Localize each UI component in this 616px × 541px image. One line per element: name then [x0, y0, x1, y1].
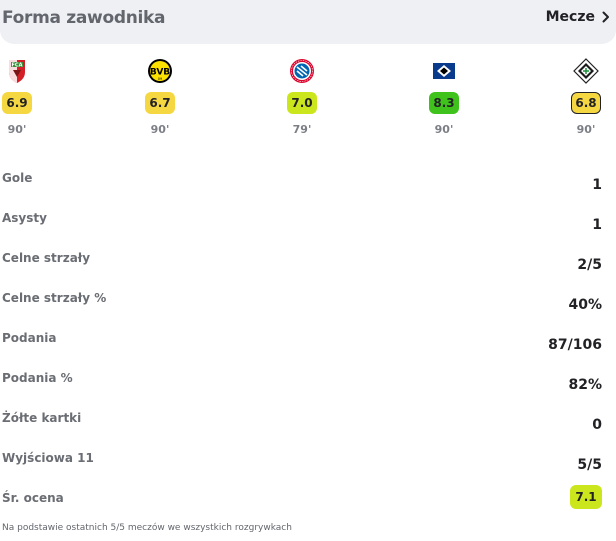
stat-row-starting-eleven: Wyjściowa 11 5/5 [0, 451, 616, 475]
stat-value: 0 [592, 417, 602, 433]
stat-label: Podania % [2, 371, 73, 385]
minutes-played: 90' [150, 123, 170, 136]
svg-text:09: 09 [158, 77, 162, 81]
stat-row-average-rating: Śr. ocena 7.1 [0, 485, 616, 515]
header: Forma zawodnika Mecze [0, 0, 616, 44]
section-title: Forma zawodnika [2, 8, 166, 28]
match-item[interactable]: FCA 6.9 90' [0, 58, 34, 136]
match-rating: 8.3 [429, 92, 459, 114]
stat-row-yellow-cards: Żółte kartki 0 [0, 411, 616, 435]
chevron-right-icon [602, 11, 609, 23]
stat-value: 5/5 [577, 457, 602, 473]
hamburg-crest-icon [433, 63, 455, 79]
stat-row-shots-on-target: Celne strzały 2/5 [0, 251, 616, 275]
stat-value: 87/106 [548, 337, 602, 353]
match-item[interactable]: 8.3 90' [427, 58, 461, 136]
stat-label: Śr. ocena [2, 491, 64, 505]
match-item[interactable]: 6.8 90' [569, 58, 603, 136]
match-item[interactable]: 7.0 79' [285, 58, 319, 136]
stat-value: 40% [568, 297, 602, 313]
stat-label: Wyjściowa 11 [2, 451, 94, 465]
match-rating: 6.8 [571, 92, 601, 114]
stat-label: Celne strzały [2, 251, 91, 265]
match-rating: 7.0 [287, 92, 317, 114]
stat-label: Celne strzały % [2, 291, 107, 305]
stat-label: Żółte kartki [2, 411, 82, 425]
augsburg-crest-icon: FCA [9, 60, 25, 83]
gladbach-crest-icon [573, 58, 599, 84]
stat-row-assists: Asysty 1 [0, 211, 616, 235]
stat-value: 82% [568, 377, 602, 393]
stat-value: 2/5 [577, 257, 602, 273]
stat-label: Gole [2, 171, 33, 185]
matches-link-label: Mecze [545, 9, 595, 25]
stat-row-passes: Podania 87/106 [0, 331, 616, 355]
match-rating: 6.9 [2, 92, 32, 114]
footnote: Na podstawie ostatnich 5/5 meczów we wsz… [2, 523, 292, 533]
recent-matches: FCA 6.9 90' BVB 09 6.7 90' 7.0 79' [0, 58, 616, 148]
match-item[interactable]: BVB 09 6.7 90' [143, 58, 177, 136]
minutes-played: 90' [434, 123, 454, 136]
svg-text:BVB: BVB [150, 68, 170, 78]
minutes-played: 79' [292, 123, 312, 136]
average-rating-badge: 7.1 [570, 485, 602, 509]
stat-value: 1 [592, 217, 602, 233]
dortmund-crest-icon: BVB 09 [148, 59, 172, 83]
bayern-crest-icon [290, 59, 314, 83]
stat-row-passes-pct: Podania % 82% [0, 371, 616, 395]
stat-label: Podania [2, 331, 57, 345]
match-rating: 6.7 [145, 92, 175, 114]
stat-value: 1 [592, 177, 602, 193]
stat-row-shots-on-target-pct: Celne strzały % 40% [0, 291, 616, 315]
stat-label: Asysty [2, 211, 47, 225]
svg-text:FCA: FCA [12, 63, 23, 69]
minutes-played: 90' [576, 123, 596, 136]
stat-row-goals: Gole 1 [0, 171, 616, 195]
minutes-played: 90' [7, 123, 27, 136]
matches-link[interactable]: Mecze [546, 9, 610, 25]
